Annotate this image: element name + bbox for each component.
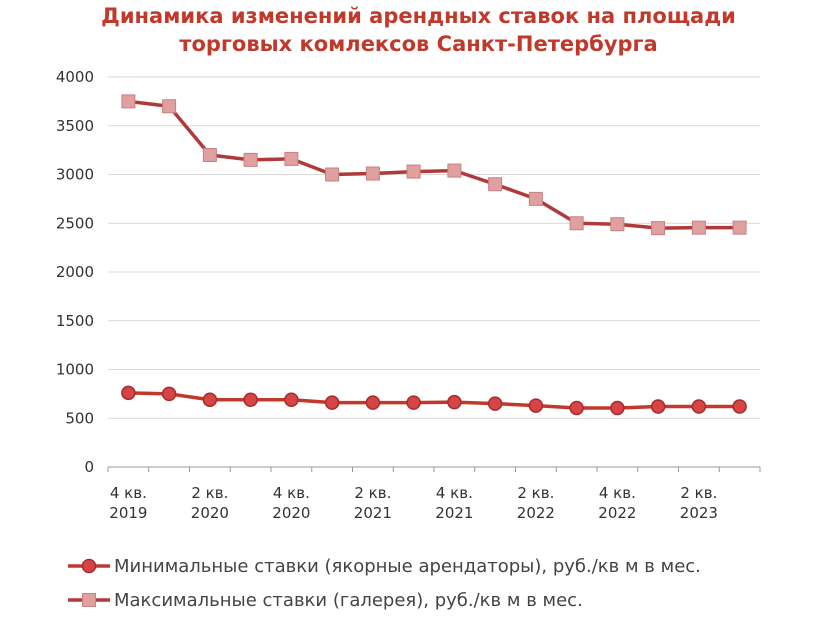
series-0-point [243,392,258,407]
series-0-point [487,396,503,411]
series-0-point [569,400,584,416]
x-tick-label-line1: 4 кв. [273,484,310,502]
x-tick-label-line1: 2 кв. [517,484,554,502]
series-0-line [128,391,740,410]
grid-lines [108,76,760,419]
series-1-point [691,220,706,235]
legend-marker-1 [82,593,96,607]
x-tick-label-line2: 2022 [517,504,555,522]
y-tick-label-1500: 1500 [56,312,94,330]
y-tick-label-500: 500 [65,409,94,427]
x-axis-tick-labels: 4 кв. 2019 2 кв. 2020 4 кв. 2020 2 кв. 2021 4 кв… [109,484,718,522]
y-tick-label-3000: 3000 [56,166,94,184]
series-0-point [284,392,299,407]
series-1-point [528,191,543,206]
series-1-point [284,151,299,166]
series-0-point [202,392,218,407]
legend-marker-0 [81,558,97,574]
series-1-point [325,167,340,182]
x-axis [107,466,761,472]
y-tick-label-1000: 1000 [56,361,94,379]
series-1-point [488,177,503,192]
series-0-point [365,395,381,410]
series-0-point [447,394,462,410]
x-tick-label-line2: 2023 [680,504,718,522]
y-axis-tick-labels: 0 500 1000 1500 2000 2500 3000 3500 4000 [56,68,94,476]
series-1-point [121,94,136,109]
series-1-point [243,152,258,167]
y-tick-label-4000: 4000 [56,68,94,86]
legend: Минимальные ставки (якорные арендаторы),… [68,556,701,611]
chart-title-line-1: Динамика изменений арендных ставок на пл… [101,4,736,28]
series-1-point [162,99,177,114]
x-tick-label-line2: 2020 [191,504,229,522]
series-1-line [128,99,740,230]
chart-title-line-2: торговых комлексов Санкт-Петербурга [179,32,658,56]
x-tick-label-line2: 2020 [272,504,310,522]
chart-title: Динамика изменений арендных ставок на пл… [0,2,837,58]
series-1-point [202,148,217,162]
y-tick-label-3500: 3500 [56,117,94,135]
series-1-point [406,164,421,179]
series-0-point [528,398,544,413]
x-tick-label-line1: 2 кв. [191,484,228,502]
legend-label-1: Максимальные ставки (галерея), руб./кв м… [114,590,583,611]
series-1-point [365,166,380,181]
x-tick-label-line2: 2021 [354,504,392,522]
series-0-point [732,399,747,414]
x-tick-label-line1: 4 кв. [599,484,636,502]
series-0-point [324,395,340,410]
series-0-point [610,400,625,416]
series-group [121,94,747,416]
series-1-point [569,216,584,231]
x-tick-label-line2: 2022 [598,504,636,522]
series-1-point [651,221,666,236]
series-1-point [610,217,625,232]
series-0-point [406,395,421,410]
x-tick-label-line1: 4 кв. [110,484,147,502]
x-tick-label-line2: 2019 [109,504,147,522]
series-1-point [447,163,462,178]
series-0-point [650,399,666,414]
x-tick-label-line2: 2021 [435,504,473,522]
x-tick-label-line1: 4 кв. [436,484,473,502]
y-tick-label-2000: 2000 [56,263,94,281]
series-0-point [161,386,177,402]
series-0-point [691,399,707,414]
y-tick-label-0: 0 [84,458,94,476]
y-tick-label-2500: 2500 [56,214,94,232]
legend-label-0: Минимальные ставки (якорные арендаторы),… [114,556,701,577]
x-tick-label-line1: 2 кв. [680,484,717,502]
series-1-point [732,220,747,235]
x-tick-label-line1: 2 кв. [354,484,391,502]
series-0-point [121,385,136,401]
